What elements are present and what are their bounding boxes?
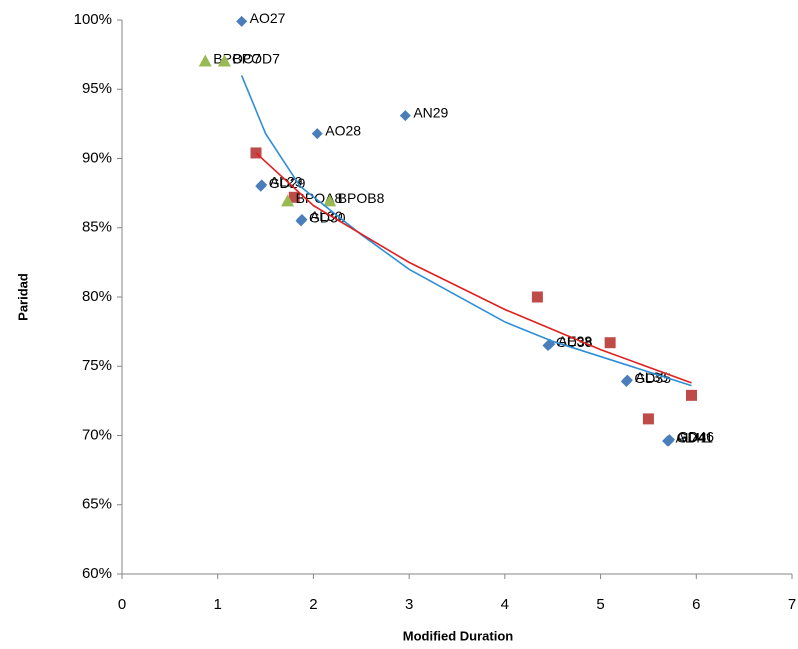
point [256,179,268,191]
point [311,128,323,140]
y-tick-label: 80% [82,288,112,305]
y-axis-title: Paridad [15,273,30,321]
point-label: BPOD7 [232,50,280,66]
y-tick-label: 70% [82,426,112,443]
point [295,215,307,227]
y-tick-label: 65% [82,496,112,513]
point [198,54,212,67]
trend-line [255,152,692,384]
point-label: AL30 [310,208,343,224]
x-axis-title: Modified Duration [403,628,514,643]
point [288,191,300,203]
point-label: GD41 [677,430,714,446]
point-label: AO27 [250,10,286,26]
point-label: AL41 [676,430,709,446]
point [281,194,295,207]
y-tick-label: 60% [82,565,112,582]
x-tick-label: 6 [692,596,700,613]
y-tick-label: 75% [82,357,112,374]
y-tick-label: 90% [82,149,112,166]
point [621,374,633,386]
point-label: BPOB8 [338,190,385,206]
x-tick-label: 3 [405,596,413,613]
y-tick-label: 100% [74,11,112,28]
y-tick-label: 95% [82,80,112,97]
x-tick-label: 5 [596,596,604,613]
point [236,15,248,27]
point [604,337,616,349]
point [323,194,337,207]
x-tick-label: 4 [501,596,509,613]
point-label: GD30 [309,210,346,226]
point-label: GD35 [634,370,671,386]
point-label: AN29 [413,104,448,120]
point [663,435,675,447]
point-label: AO28 [325,122,361,138]
point [642,413,654,425]
point-label: GD38 [556,334,593,350]
point-label: GD46 [677,428,714,444]
point-label: AL35 [635,369,668,385]
trend-line [240,75,692,387]
point-label: BPOA8 [296,190,343,206]
point [217,54,231,67]
x-tick-label: 0 [118,596,126,613]
point [531,291,543,303]
x-tick-label: 1 [214,596,222,613]
point-label: GD29 [269,175,306,191]
y-tick-label: 85% [82,219,112,236]
x-tick-label: 7 [788,596,796,613]
point [686,389,697,401]
point-label: AE38 [558,333,592,349]
point [399,110,411,122]
x-tick-label: 2 [309,596,317,613]
